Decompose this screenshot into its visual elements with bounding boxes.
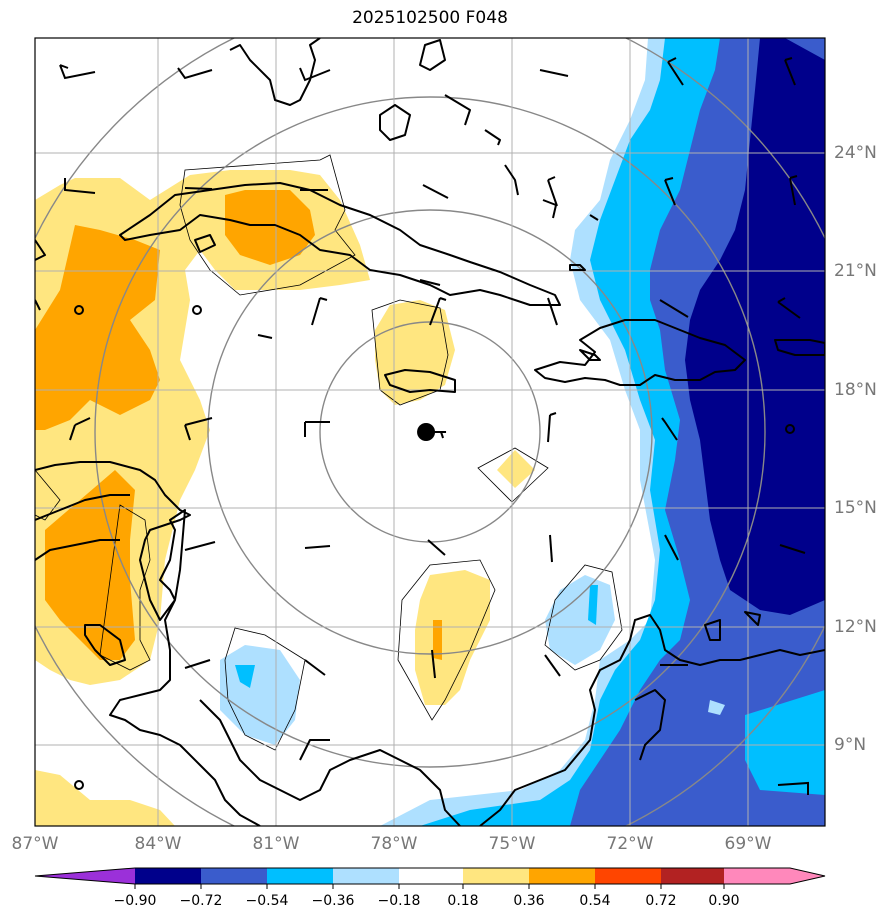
x-tick-label: 75°W bbox=[488, 834, 536, 854]
colorbar-label: 0.54 bbox=[579, 893, 611, 909]
contour-fill-pos-orange-west bbox=[35, 225, 160, 430]
contour-fill-pos-light-center bbox=[497, 450, 535, 488]
contour-fill-neg-light-small bbox=[545, 575, 615, 665]
x-tick-label: 69°W bbox=[724, 834, 772, 854]
map-plot-area bbox=[35, 38, 825, 826]
contour-fill-pos-light-sw bbox=[35, 770, 175, 826]
contour-fill-neg-cyan-small bbox=[588, 585, 598, 625]
colorbar-label: −0.54 bbox=[245, 893, 289, 909]
colorbar-bin-3 bbox=[267, 868, 333, 884]
colorbar-label: −0.90 bbox=[113, 893, 157, 909]
coast-central-america bbox=[35, 239, 261, 826]
y-tick-label: 24°N bbox=[834, 143, 877, 163]
calm-markers bbox=[74, 305, 795, 790]
storm-center-marker bbox=[417, 423, 447, 441]
coast-florida bbox=[229, 38, 321, 106]
colorbar-label: 0.72 bbox=[645, 893, 677, 909]
colorbar-bin-7 bbox=[529, 868, 595, 884]
colorbar-label: 0.18 bbox=[447, 893, 479, 909]
colorbar bbox=[34, 867, 826, 889]
x-tick-label: 72°W bbox=[606, 834, 654, 854]
y-tick-label: 21°N bbox=[834, 261, 877, 281]
x-tick-label: 78°W bbox=[370, 834, 418, 854]
colorbar-label: 0.36 bbox=[513, 893, 545, 909]
colorbar-label: −0.18 bbox=[377, 893, 421, 909]
colorbar-bin-8 bbox=[595, 868, 661, 884]
coast-south-america bbox=[479, 614, 825, 826]
wind-barbs bbox=[59, 57, 809, 795]
colorbar-bin-9 bbox=[661, 868, 724, 884]
contour-lines bbox=[35, 154, 623, 751]
map-title: 2025102500 F048 bbox=[352, 8, 508, 28]
coast-hispaniola bbox=[534, 319, 746, 386]
colorbar-label: −0.36 bbox=[311, 893, 355, 909]
contour-fill-pos-orange-hond bbox=[45, 470, 135, 660]
y-tick-label: 18°N bbox=[834, 380, 877, 400]
colorbar-bin-1 bbox=[135, 868, 201, 884]
coastlines bbox=[35, 38, 825, 826]
plot-frame bbox=[34, 37, 826, 827]
colorbar-bin-5 bbox=[399, 868, 463, 884]
x-tick-label: 84°W bbox=[134, 834, 182, 854]
colorbar-bin-6 bbox=[463, 868, 529, 884]
x-tick-label: 87°W bbox=[11, 834, 59, 854]
colorbar-label: −0.72 bbox=[179, 893, 223, 909]
coast-jamaica bbox=[384, 369, 456, 393]
colorbar-bin-10 bbox=[724, 868, 790, 884]
colorbar-bin-2 bbox=[201, 868, 267, 884]
colorbar-over bbox=[790, 868, 825, 884]
colorbar-under bbox=[35, 868, 135, 884]
colorbar-label: 0.90 bbox=[708, 893, 740, 909]
y-tick-label: 15°N bbox=[834, 498, 877, 518]
contour-fill-pos-light-jam bbox=[375, 300, 455, 405]
coast-cuba bbox=[119, 182, 561, 306]
y-tick-label: 12°N bbox=[834, 617, 877, 637]
x-tick-label: 81°W bbox=[252, 834, 300, 854]
contour-fill-neg-cyan-south bbox=[235, 665, 255, 688]
y-tick-label: 9°N bbox=[834, 735, 867, 755]
colorbar-bin-4 bbox=[333, 868, 399, 884]
contour-fill-pos-orange-cuba bbox=[225, 190, 315, 265]
contour-fill-neg-light-east bbox=[708, 700, 725, 715]
contour-fill-pos-orange-south bbox=[433, 620, 442, 660]
